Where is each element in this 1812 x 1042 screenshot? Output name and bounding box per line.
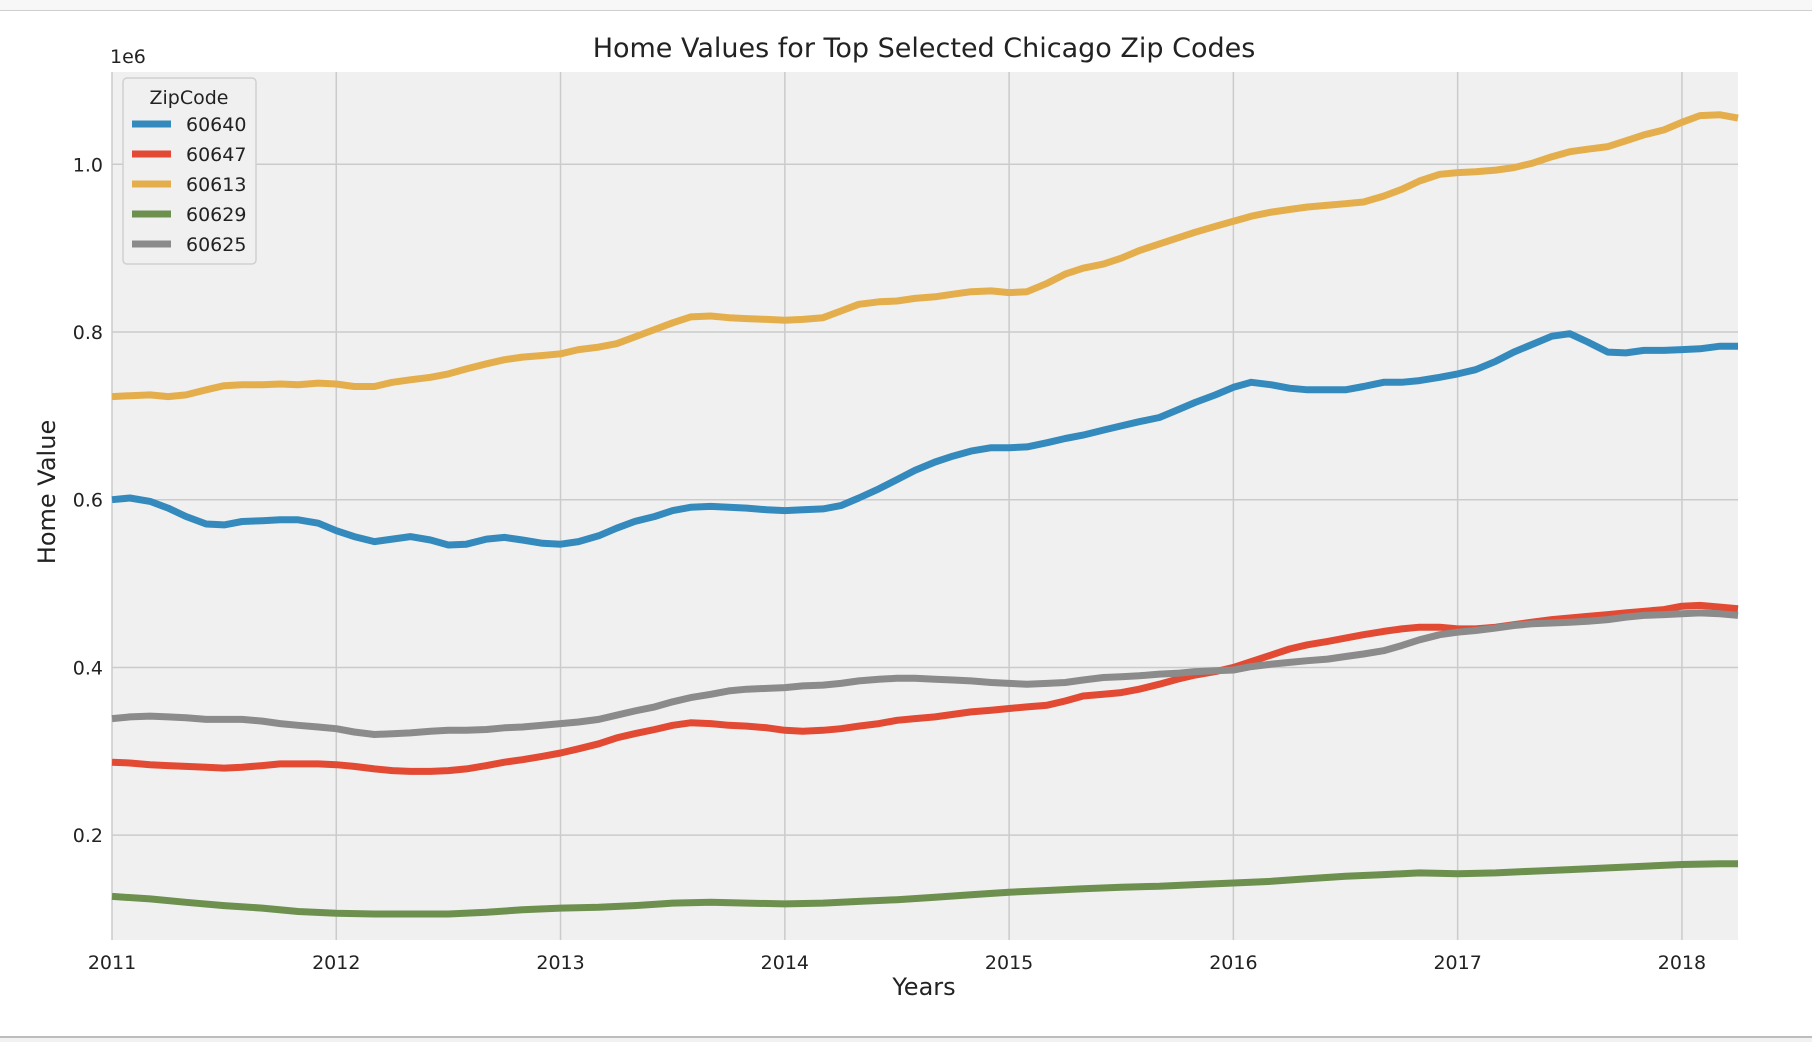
notebook-cell-bottom-border xyxy=(0,1036,1812,1042)
y-axis-ticks: 0.2 0.4 0.6 0.8 1.0 xyxy=(73,154,103,847)
y-axis-label: Home Value xyxy=(33,420,61,564)
x-axis-ticks: 2011 2012 2013 2014 2015 2016 2017 2018 xyxy=(88,952,1706,974)
x-tick-label: 2016 xyxy=(1209,952,1257,974)
chart-title: Home Values for Top Selected Chicago Zip… xyxy=(593,33,1256,64)
x-axis-label: Years xyxy=(891,973,955,1001)
x-tick-label: 2018 xyxy=(1658,952,1706,974)
legend-item-60647: 60647 xyxy=(132,144,246,166)
legend-label: 60640 xyxy=(186,114,246,136)
legend-items: 60640 60647 60613 60629 60625 xyxy=(132,114,246,256)
legend-label: 60647 xyxy=(186,144,246,166)
x-tick-label: 2011 xyxy=(88,952,136,974)
x-tick-label: 2013 xyxy=(536,952,584,974)
legend-label: 60629 xyxy=(186,204,246,226)
legend-title: ZipCode xyxy=(150,87,229,109)
y-tick-label: 0.4 xyxy=(73,657,103,679)
legend-item-60629: 60629 xyxy=(132,204,246,226)
legend-item-60613: 60613 xyxy=(132,174,246,196)
plot-area xyxy=(112,72,1738,940)
y-axis-scale-label: 1e6 xyxy=(110,46,146,68)
grid-lines xyxy=(111,72,1738,940)
legend-label: 60613 xyxy=(186,174,246,196)
series-line-60625 xyxy=(111,609,1739,738)
series-line-60613 xyxy=(111,111,1739,401)
y-tick-label: 0.8 xyxy=(73,322,103,344)
y-tick-label: 1.0 xyxy=(73,154,103,176)
legend-item-60640: 60640 xyxy=(132,114,246,136)
x-tick-label: 2012 xyxy=(312,952,360,974)
y-tick-label: 0.2 xyxy=(73,825,103,847)
legend-item-60625: 60625 xyxy=(132,234,246,256)
legend-label: 60625 xyxy=(186,234,246,256)
series-lines xyxy=(111,111,1739,918)
series-line-60640 xyxy=(111,330,1738,549)
x-tick-label: 2014 xyxy=(761,952,809,974)
legend: ZipCode 60640 60647 60613 60629 60625 xyxy=(122,77,257,265)
y-tick-label: 0.6 xyxy=(73,490,103,512)
x-tick-label: 2015 xyxy=(985,952,1033,974)
notebook-cell-top-border xyxy=(0,0,1812,11)
series-line-60629 xyxy=(111,860,1738,918)
x-tick-label: 2017 xyxy=(1433,952,1481,974)
